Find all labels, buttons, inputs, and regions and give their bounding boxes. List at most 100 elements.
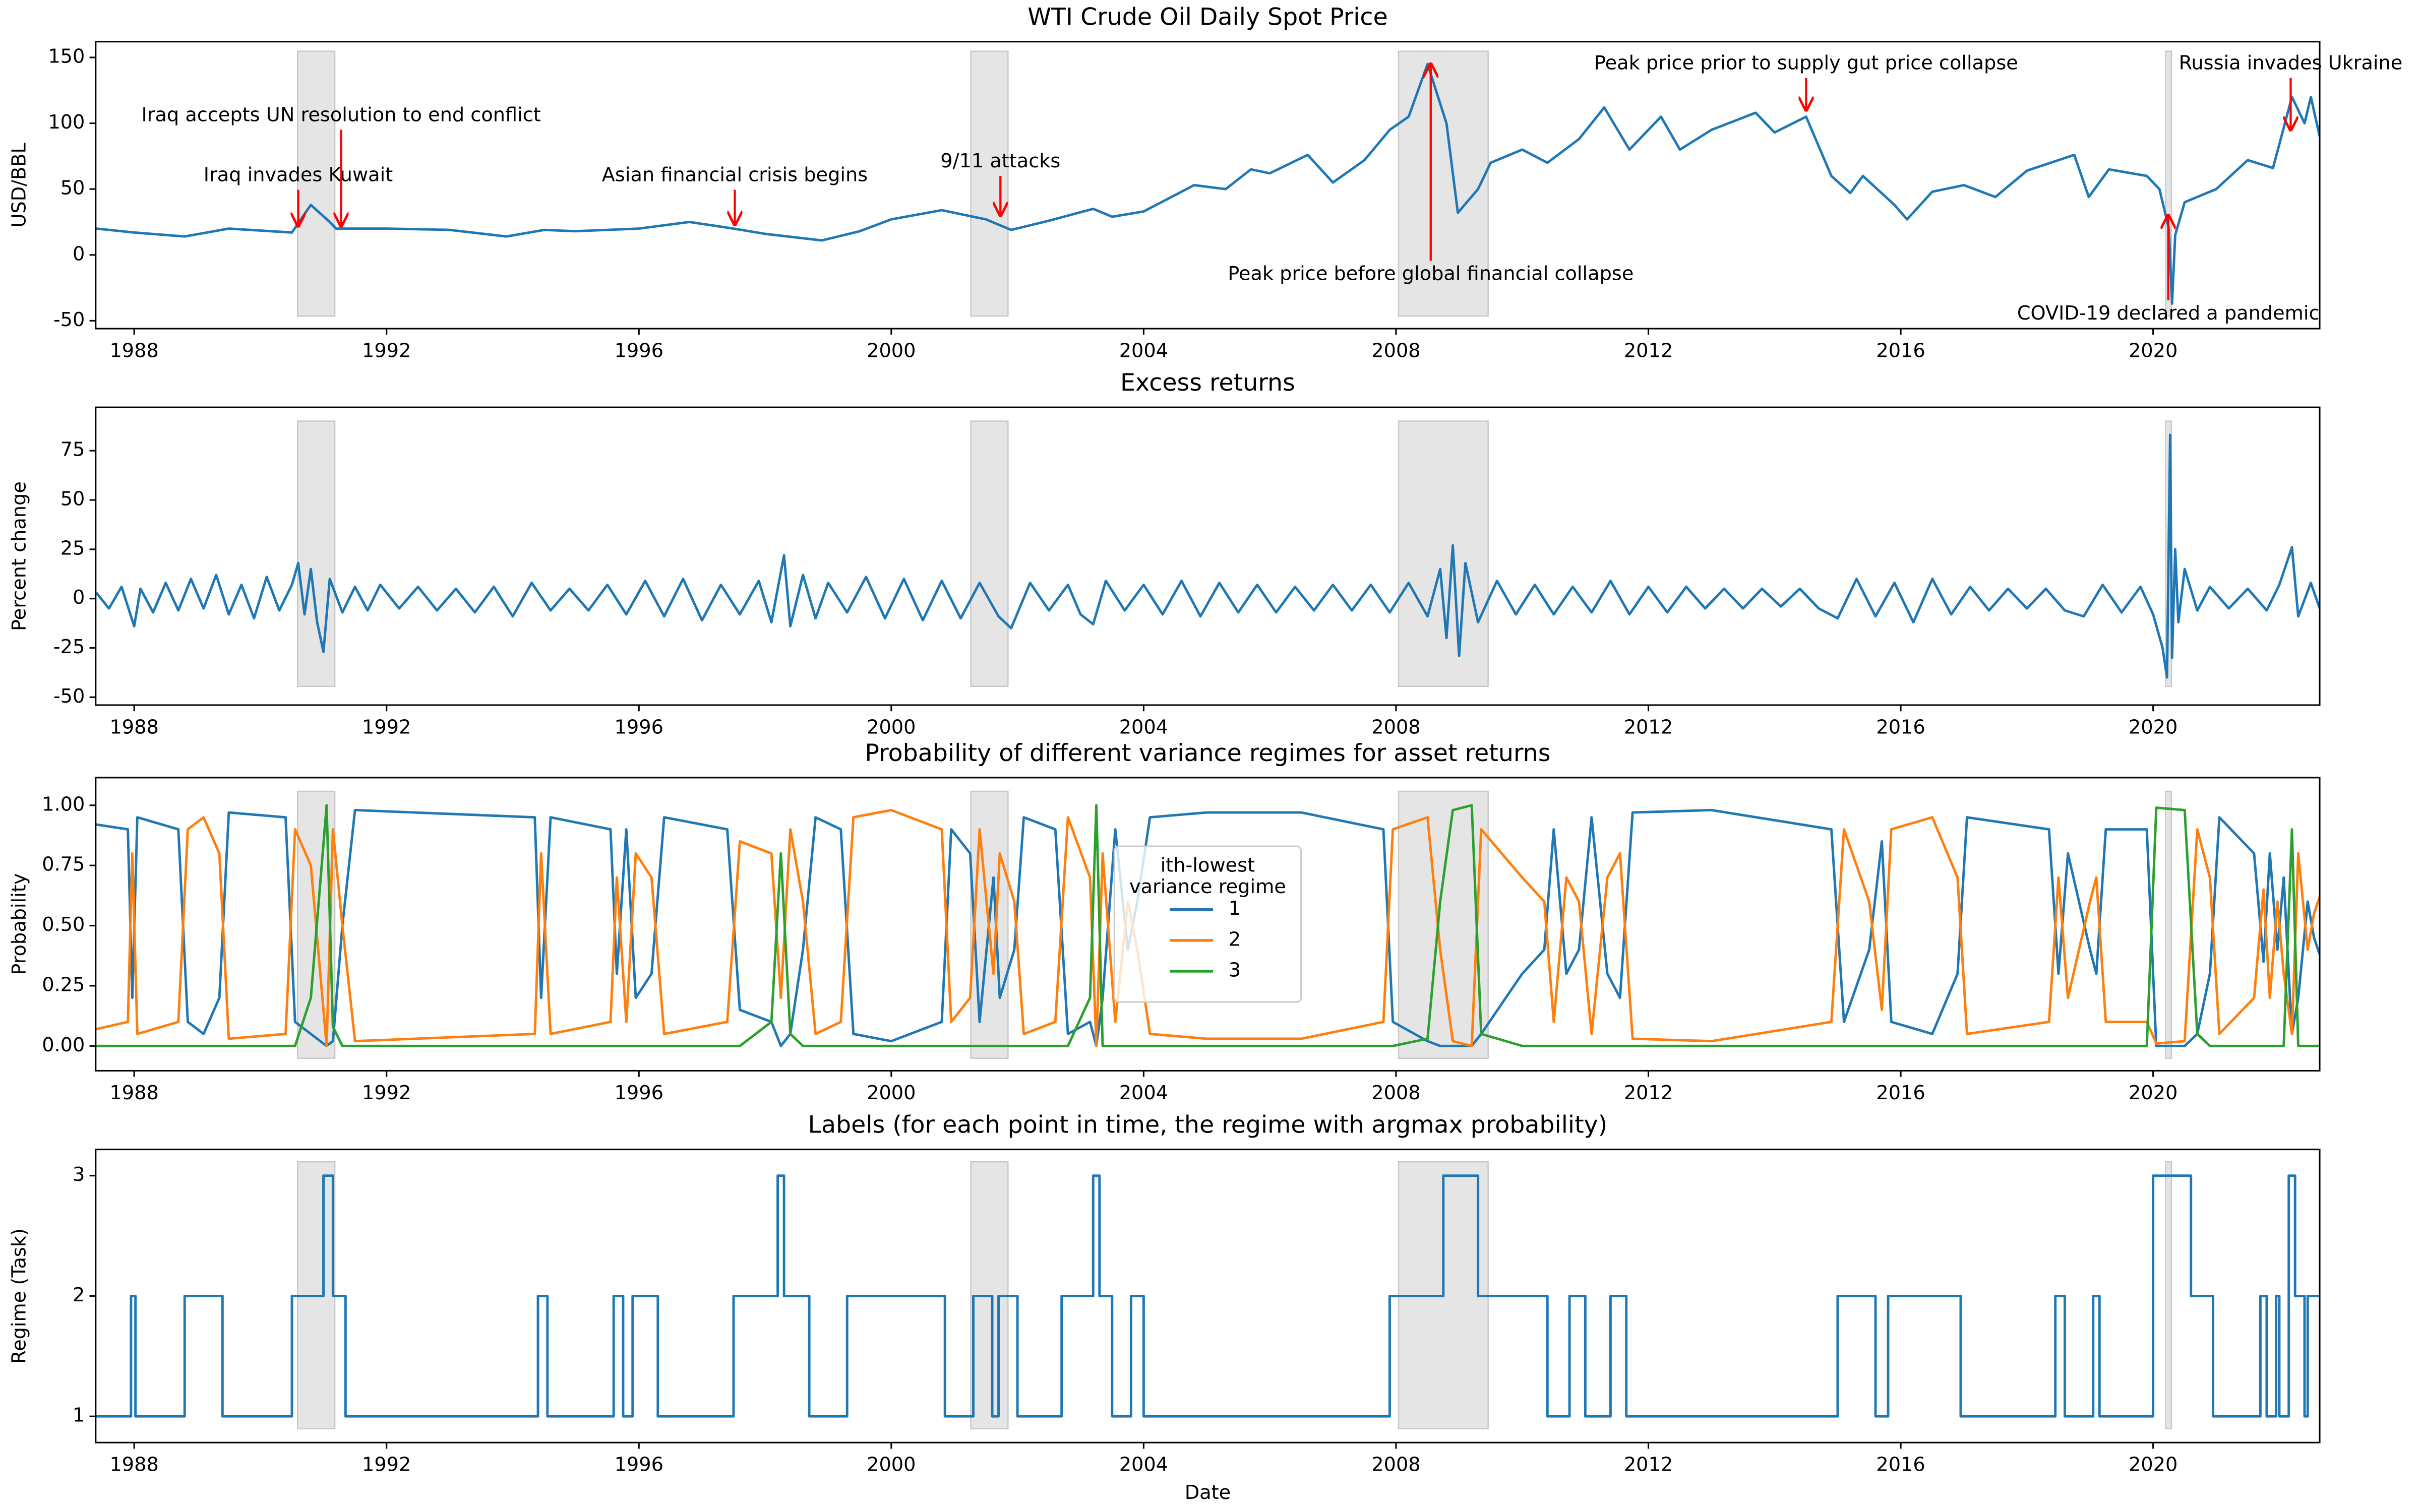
y-axis-label: USD/BBL	[8, 142, 30, 227]
y-tick-label: -25	[53, 636, 85, 658]
y-tick-label: 0	[73, 586, 85, 609]
x-tick-label: 2020	[2129, 716, 2177, 738]
legend-label: 1	[1229, 897, 1241, 920]
shaded-span	[1398, 50, 1489, 317]
y-tick-label: 25	[60, 537, 85, 559]
axes-title: Probability of different variance regime…	[865, 739, 1550, 767]
x-tick-label: 2004	[1119, 1082, 1168, 1104]
axes-title: WTI Crude Oil Daily Spot Price	[1027, 4, 1388, 31]
x-tick-label: 1992	[362, 1454, 411, 1476]
axes	[96, 1161, 2320, 1430]
x-tick-label: 1988	[109, 716, 158, 738]
x-tick-label: 2000	[867, 339, 916, 362]
shaded-span	[2165, 1161, 2172, 1430]
x-tick-label: 2000	[867, 716, 916, 738]
x-tick-label: 1988	[109, 1454, 158, 1476]
x-tick-label: 2020	[2129, 1454, 2177, 1476]
shaded-span	[2165, 50, 2172, 317]
annotation-text: Iraq accepts UN resolution to end confli…	[141, 103, 540, 126]
x-axis-label: Date	[1185, 1481, 1231, 1504]
y-axis-label: Percent change	[8, 481, 30, 631]
shaded-span	[297, 50, 336, 317]
legend-title: variance regime	[1129, 875, 1286, 898]
x-tick-label: 1996	[615, 339, 663, 362]
x-tick-label: 1988	[109, 339, 158, 362]
series-line	[96, 62, 2320, 305]
x-tick-label: 1992	[362, 716, 411, 738]
shaded-span	[970, 420, 1009, 687]
annotation-text: Iraq invades Kuwait	[204, 164, 393, 186]
shaded-span	[1398, 420, 1489, 687]
x-tick-label: 2008	[1371, 1082, 1420, 1104]
series-line	[96, 804, 2320, 1047]
y-tick-label: 100	[48, 111, 85, 134]
x-tick-label: 2012	[1624, 716, 1673, 738]
x-tick-label: 1996	[615, 1454, 663, 1476]
y-tick-label: -50	[53, 685, 85, 708]
x-tick-label: 2012	[1624, 1454, 1673, 1476]
series-line	[96, 1174, 2320, 1418]
legend-label: 2	[1229, 928, 1241, 951]
axes-title: Labels (for each point in time, the regi…	[808, 1111, 1608, 1139]
x-tick-label: 2004	[1119, 716, 1168, 738]
axes-title: Excess returns	[1120, 369, 1295, 397]
x-tick-label: 2020	[2129, 1082, 2177, 1104]
x-tick-label: 2012	[1624, 339, 1673, 362]
y-tick-label: 150	[48, 45, 85, 68]
y-tick-label: 3	[73, 1163, 85, 1186]
y-tick-label: 75	[60, 438, 85, 461]
x-tick-label: 2020	[2129, 339, 2177, 362]
y-axis-label: Regime (Task)	[8, 1228, 30, 1364]
x-tick-label: 2016	[1876, 1082, 1925, 1104]
y-tick-label: 0.50	[42, 913, 85, 936]
x-tick-label: 2016	[1876, 716, 1925, 738]
y-axis-label: Probability	[8, 873, 30, 975]
legend-box	[1113, 845, 1302, 1003]
x-tick-label: 2016	[1876, 339, 1925, 362]
x-tick-label: 1992	[362, 1082, 411, 1104]
y-tick-label: 1	[73, 1404, 85, 1427]
x-tick-label: 2000	[867, 1082, 916, 1104]
x-tick-label: 2004	[1119, 1454, 1168, 1476]
x-tick-label: 1996	[615, 1082, 663, 1104]
y-tick-label: 0.75	[42, 853, 85, 876]
annotation-text: Asian financial crisis begins	[602, 164, 868, 186]
axes-frame	[95, 41, 2321, 330]
annotation-text: 9/11 attacks	[940, 150, 1060, 172]
y-tick-label: 50	[60, 488, 85, 511]
shaded-span	[297, 420, 336, 687]
shaded-span	[970, 50, 1009, 317]
shaded-span	[1398, 790, 1489, 1059]
x-tick-label: 2016	[1876, 1454, 1925, 1476]
legend-title: ith-lowest	[1161, 854, 1255, 876]
y-tick-label: -50	[53, 308, 85, 331]
x-tick-label: 2012	[1624, 1082, 1673, 1104]
x-tick-label: 1988	[109, 1082, 158, 1104]
axes-frame	[95, 406, 2321, 706]
y-tick-label: 0.00	[42, 1034, 85, 1056]
x-tick-label: 2000	[867, 1454, 916, 1476]
x-tick-label: 2004	[1119, 339, 1168, 362]
annotation-text: COVID-19 declared a pandemic	[2017, 302, 2320, 325]
annotation-text: Peak price prior to supply gut price col…	[1594, 52, 2018, 75]
y-tick-label: 2	[73, 1284, 85, 1306]
axes	[96, 790, 2320, 1059]
y-tick-label: 50	[60, 177, 85, 200]
y-tick-label: 1.00	[42, 793, 85, 815]
axes	[96, 50, 2320, 317]
series-line	[95, 433, 2320, 679]
x-tick-label: 1996	[615, 716, 663, 738]
annotation-text: Russia invades Ukraine	[2179, 52, 2403, 75]
legend-label: 3	[1229, 959, 1241, 982]
shaded-span	[2165, 790, 2172, 1059]
x-tick-label: 2008	[1371, 339, 1420, 362]
axes	[95, 420, 2320, 687]
x-tick-label: 2008	[1371, 1454, 1420, 1476]
x-tick-label: 2008	[1371, 716, 1420, 738]
annotation-text: Peak price before global financial colla…	[1228, 262, 1634, 285]
axes-frame	[95, 777, 2321, 1072]
y-tick-label: 0.25	[42, 973, 85, 996]
y-tick-label: 0	[73, 242, 85, 265]
